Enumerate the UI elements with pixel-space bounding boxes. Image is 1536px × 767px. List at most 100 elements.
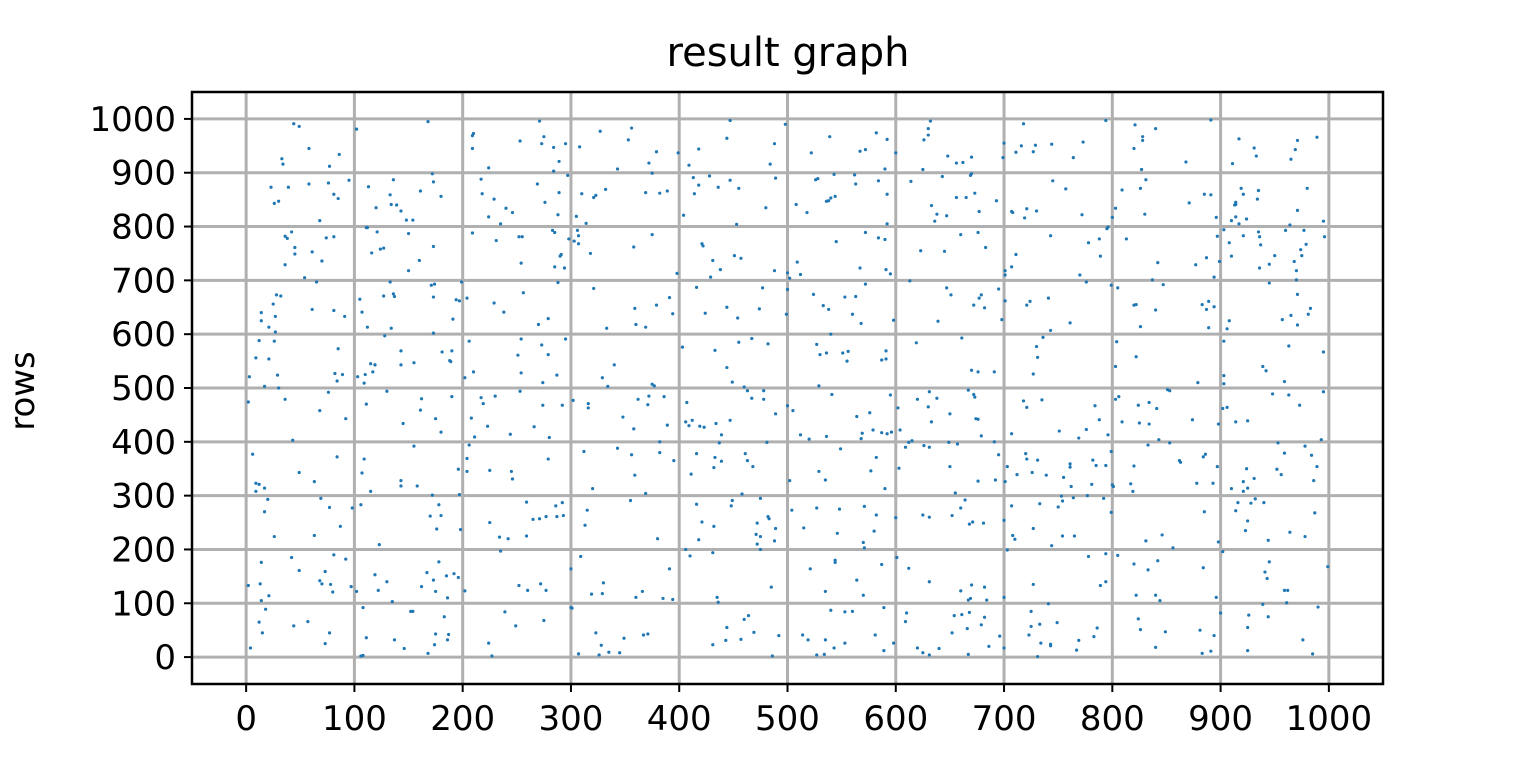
data-point [1282,588,1287,592]
data-point [600,591,604,596]
data-point [922,138,926,142]
data-point [592,286,596,291]
data-point [758,496,763,500]
data-point [336,347,340,351]
data-point [459,280,464,284]
data-point [558,254,562,258]
data-point [969,155,974,159]
data-point [1225,327,1229,331]
data-point [730,498,734,503]
data-point [868,411,872,415]
data-point [665,423,669,427]
data-point [450,395,454,399]
data-point [1050,544,1054,548]
data-point [524,534,529,538]
data-point [880,358,884,362]
data-point [1085,494,1090,498]
data-point [618,651,622,655]
data-point [919,249,923,253]
data-point [1168,441,1172,445]
data-point [661,596,665,601]
data-point [327,631,332,635]
data-point [269,185,273,189]
data-point [1072,534,1077,538]
y-tick-label: 700 [111,261,176,301]
data-point [829,196,833,200]
data-point [1132,464,1136,468]
data-point [633,306,637,310]
data-point [816,177,820,181]
data-point [1319,438,1323,442]
data-point [1257,266,1262,270]
data-point [432,282,437,286]
x-tick-label: 900 [1188,699,1253,739]
data-point [892,641,896,645]
data-point [861,540,865,545]
data-point [292,624,296,628]
data-point [966,388,970,392]
data-point [973,395,977,399]
data-point [1049,328,1053,333]
data-point [646,403,650,407]
data-point [520,235,524,239]
data-point [1031,582,1035,587]
data-point [807,437,811,441]
data-point [516,353,520,357]
data-point [1202,510,1206,514]
data-point [1198,628,1202,632]
data-point [860,431,864,435]
data-point [485,424,490,428]
data-point [1060,534,1065,538]
data-point [251,452,255,456]
data-point [1253,497,1257,501]
data-point [716,185,720,189]
data-point [694,452,699,456]
data-point [517,235,521,239]
data-point [1302,228,1306,232]
data-point [1282,379,1287,384]
data-point [1104,580,1108,584]
data-point [335,455,339,459]
data-point [952,614,956,618]
data-point [863,147,868,152]
data-point [712,524,716,528]
data-point [1309,453,1314,457]
data-point [1010,265,1014,269]
data-point [702,425,706,429]
data-point [765,440,769,444]
data-point [1093,404,1097,408]
data-point [594,631,598,635]
data-point [579,554,583,559]
data-point [1120,188,1124,192]
data-point [470,231,475,235]
data-point [546,353,550,357]
data-point [1200,302,1204,307]
y-tick-label: 800 [111,208,176,248]
data-point [1154,308,1158,312]
data-point [777,633,781,638]
data-point [736,316,740,320]
data-point [855,578,859,582]
data-point [1138,186,1143,190]
data-point [824,351,829,355]
data-point [937,646,941,651]
x-tick-label: 700 [972,699,1037,739]
data-point [1095,626,1099,630]
data-point [323,569,327,574]
data-point [675,271,679,275]
data-point [1283,228,1288,232]
data-point [718,268,722,272]
data-point [1069,484,1073,489]
data-point [971,520,975,524]
data-point [285,236,289,240]
data-point [481,402,485,406]
data-point [691,175,695,180]
data-point [307,146,311,151]
data-point [1056,505,1060,509]
data-point [845,359,849,363]
data-point [439,194,443,199]
data-point [1116,286,1120,290]
data-point [963,498,967,502]
data-point [465,469,469,474]
data-point [1106,433,1110,437]
